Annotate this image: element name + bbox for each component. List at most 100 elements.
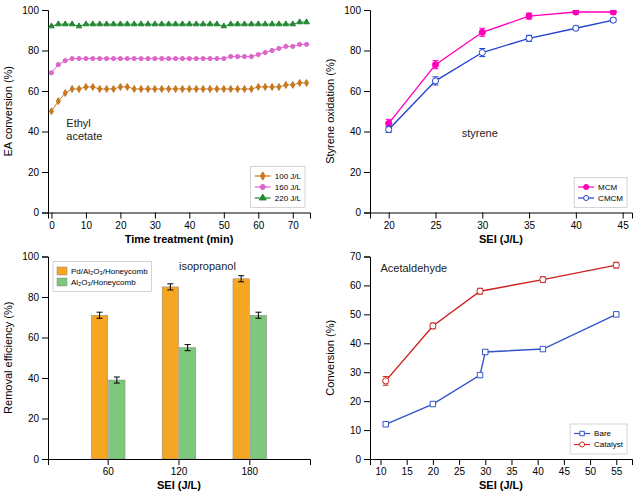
error-bar bbox=[540, 277, 546, 283]
tick-label: 60 bbox=[350, 86, 362, 97]
tick: 80 bbox=[28, 292, 48, 303]
y-axis-line bbox=[364, 11, 371, 214]
tick: 40 bbox=[350, 126, 370, 137]
marker bbox=[83, 21, 89, 26]
tick-mark bbox=[529, 213, 530, 219]
tick-label: 40 bbox=[28, 373, 40, 384]
y-axis: 020406080100 bbox=[344, 5, 370, 219]
legend-item: Pd/Al₂O₃/Honeycomb bbox=[57, 267, 148, 276]
y-axis: 020406080100 bbox=[22, 251, 48, 465]
marker bbox=[242, 21, 248, 26]
legend-label: CMCM bbox=[598, 194, 623, 203]
tick-label: 30 bbox=[350, 367, 362, 378]
marker bbox=[386, 126, 392, 132]
tick-label: 180 bbox=[241, 466, 258, 477]
tick: 15 bbox=[402, 459, 414, 477]
marker bbox=[56, 63, 60, 67]
marker bbox=[283, 21, 289, 26]
tick: 45 bbox=[618, 213, 630, 231]
legend-swatch bbox=[580, 442, 585, 447]
error-bar bbox=[238, 276, 244, 282]
marker bbox=[111, 85, 115, 92]
marker bbox=[145, 21, 151, 26]
marker bbox=[201, 85, 205, 92]
x-axis-title: SEI (J/L) bbox=[479, 479, 523, 491]
error-bar bbox=[430, 323, 436, 329]
tick: 80 bbox=[28, 45, 48, 56]
tick-label: 40 bbox=[571, 220, 583, 231]
tick-mark bbox=[42, 459, 48, 460]
plot-area bbox=[91, 276, 266, 459]
y-axis-line bbox=[364, 257, 371, 460]
tick-label: 0 bbox=[355, 454, 361, 465]
legend-label: Bare bbox=[594, 429, 611, 438]
legend-item: Al₂O₃/Honeycomb bbox=[57, 278, 136, 287]
marker bbox=[180, 21, 186, 26]
tick-label: 30 bbox=[477, 220, 489, 231]
y-axis: 020406080100 bbox=[22, 5, 48, 219]
marker bbox=[125, 56, 129, 60]
tick-label: 20 bbox=[350, 167, 362, 178]
marker bbox=[200, 21, 206, 26]
tick-mark bbox=[249, 459, 250, 465]
marker bbox=[153, 85, 157, 92]
tick: 20 bbox=[350, 396, 370, 407]
marker bbox=[62, 21, 68, 26]
tick-mark bbox=[364, 172, 370, 173]
tick-label: 20 bbox=[28, 413, 40, 424]
legend-item: 160 J/L bbox=[255, 183, 302, 192]
marker bbox=[180, 85, 184, 92]
legend-swatch bbox=[260, 172, 265, 180]
tick-label: 120 bbox=[171, 466, 188, 477]
tick: 20 bbox=[350, 167, 370, 178]
legend-item: Bare bbox=[574, 429, 611, 438]
plot-area bbox=[383, 262, 620, 427]
tick-mark bbox=[364, 257, 370, 258]
marker bbox=[483, 349, 488, 354]
bar-series bbox=[109, 312, 267, 459]
marker bbox=[63, 90, 67, 97]
marker bbox=[193, 21, 199, 26]
marker bbox=[125, 83, 129, 90]
marker bbox=[98, 85, 102, 92]
y-axis-title: Styrene oxidation (%) bbox=[324, 59, 336, 164]
tick: 80 bbox=[350, 45, 370, 56]
legend-box bbox=[570, 424, 627, 454]
marker bbox=[383, 378, 389, 384]
marker bbox=[269, 21, 275, 26]
x-axis: 10152025303540455055 bbox=[371, 459, 633, 477]
tick: 0 bbox=[355, 454, 370, 465]
tick: 40 bbox=[533, 459, 545, 477]
tick-mark bbox=[616, 459, 617, 465]
tick-label: 40 bbox=[28, 126, 40, 137]
line bbox=[51, 44, 306, 72]
tick: 40 bbox=[28, 373, 48, 384]
legend: BareCatalyst bbox=[570, 424, 627, 454]
tick-mark bbox=[364, 132, 370, 133]
y-axis-title: EA conversion (%) bbox=[2, 66, 14, 156]
figure: 010203040506070020406080100Time treatmen… bbox=[0, 0, 644, 493]
error-bar bbox=[383, 377, 389, 386]
marker bbox=[118, 21, 124, 26]
marker bbox=[167, 85, 171, 92]
tick-mark bbox=[364, 459, 370, 460]
marker bbox=[304, 42, 308, 46]
y-axis-title: Removal efficiency (%) bbox=[2, 302, 14, 414]
tick-label: 60 bbox=[103, 466, 115, 477]
tick-mark bbox=[42, 213, 48, 214]
tick-mark bbox=[42, 172, 48, 173]
line-series bbox=[49, 19, 310, 28]
marker bbox=[276, 21, 282, 26]
tick-mark bbox=[42, 257, 48, 258]
x-axis: 202530354045 bbox=[371, 213, 633, 231]
tick-mark bbox=[364, 51, 370, 52]
tick-label: 15 bbox=[402, 466, 414, 477]
marker bbox=[138, 21, 144, 26]
x-axis: 60 120 180 bbox=[49, 459, 311, 477]
marker bbox=[124, 21, 130, 26]
marker bbox=[90, 21, 96, 26]
tick-mark bbox=[511, 459, 512, 465]
error-bar bbox=[185, 345, 191, 351]
bar bbox=[233, 279, 249, 459]
legend-label: 160 J/L bbox=[275, 183, 302, 192]
